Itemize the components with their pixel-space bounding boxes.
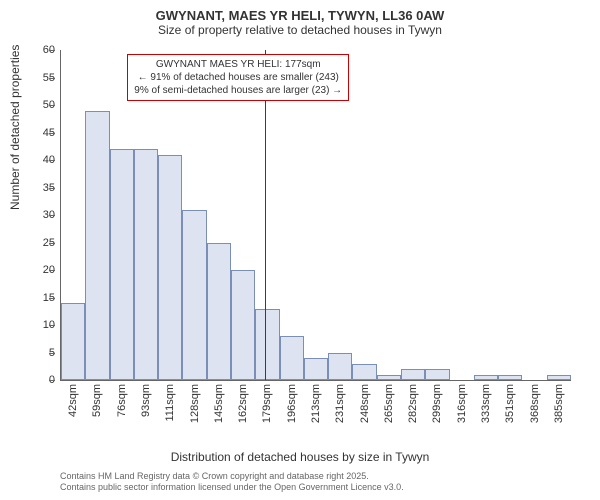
x-tick-label: 333sqm [480,380,492,423]
annotation-line3: 9% of semi-detached houses are larger (2… [134,84,342,97]
y-tick-label: 50 [25,99,61,111]
bar [110,149,134,380]
bar [352,364,376,381]
y-tick-mark [49,160,55,161]
bar [401,369,425,380]
y-tick-label: 5 [25,347,61,359]
annotation-line1: GWYNANT MAES YR HELI: 177sqm [134,58,342,71]
attribution-line2: Contains public sector information licen… [60,482,404,494]
y-tick-label: 35 [25,182,61,194]
y-axis-label: Number of detached properties [8,45,22,210]
y-tick-mark [49,380,55,381]
x-tick-label: 351sqm [504,380,516,423]
y-tick-mark [49,325,55,326]
y-tick-label: 60 [25,44,61,56]
y-tick-label: 55 [25,72,61,84]
y-tick-label: 10 [25,319,61,331]
x-tick-label: 282sqm [407,380,419,423]
annotation-line2: ← 91% of detached houses are smaller (24… [134,71,342,84]
bar [158,155,182,381]
y-tick-label: 20 [25,264,61,276]
chart-container: GWYNANT, MAES YR HELI, TYWYN, LL36 0AW S… [0,0,600,500]
bar [61,303,85,380]
x-tick-label: 145sqm [213,380,225,423]
x-tick-label: 213sqm [310,380,322,423]
plot-area: 05101520253035404550556042sqm59sqm76sqm9… [60,50,571,381]
y-tick-mark [49,353,55,354]
attribution-line1: Contains HM Land Registry data © Crown c… [60,471,404,483]
bar [280,336,304,380]
x-tick-label: 265sqm [383,380,395,423]
bar [182,210,206,381]
y-tick-mark [49,298,55,299]
y-tick-mark [49,50,55,51]
y-tick-mark [49,105,55,106]
y-tick-label: 25 [25,237,61,249]
x-tick-label: 299sqm [431,380,443,423]
y-tick-label: 15 [25,292,61,304]
bar [328,353,352,381]
y-tick-mark [49,78,55,79]
y-tick-mark [49,133,55,134]
bar [231,270,255,380]
x-tick-label: 59sqm [91,380,103,417]
x-tick-label: 179sqm [261,380,273,423]
x-tick-label: 42sqm [67,380,79,417]
annotation-box: GWYNANT MAES YR HELI: 177sqm← 91% of det… [127,54,349,101]
x-tick-label: 111sqm [164,380,176,422]
y-tick-mark [49,270,55,271]
x-tick-label: 316sqm [456,380,468,423]
x-tick-label: 196sqm [286,380,298,423]
bar [255,309,279,381]
x-tick-label: 385sqm [553,380,565,423]
y-tick-label: 0 [25,374,61,386]
x-tick-label: 368sqm [529,380,541,423]
x-tick-label: 162sqm [237,380,249,423]
y-tick-mark [49,243,55,244]
x-tick-label: 93sqm [140,380,152,417]
chart-title: GWYNANT, MAES YR HELI, TYWYN, LL36 0AW [0,0,600,23]
x-tick-label: 248sqm [359,380,371,423]
bar [134,149,158,380]
bar [207,243,231,381]
y-tick-label: 45 [25,127,61,139]
y-tick-label: 30 [25,209,61,221]
x-tick-label: 76sqm [116,380,128,417]
x-tick-label: 231sqm [334,380,346,423]
x-tick-label: 128sqm [189,380,201,423]
bar [304,358,328,380]
y-tick-mark [49,215,55,216]
y-tick-label: 40 [25,154,61,166]
chart-subtitle: Size of property relative to detached ho… [0,23,600,41]
bar [85,111,109,381]
y-tick-mark [49,188,55,189]
x-axis-label: Distribution of detached houses by size … [0,450,600,464]
bar [425,369,449,380]
attribution: Contains HM Land Registry data © Crown c… [60,471,404,494]
